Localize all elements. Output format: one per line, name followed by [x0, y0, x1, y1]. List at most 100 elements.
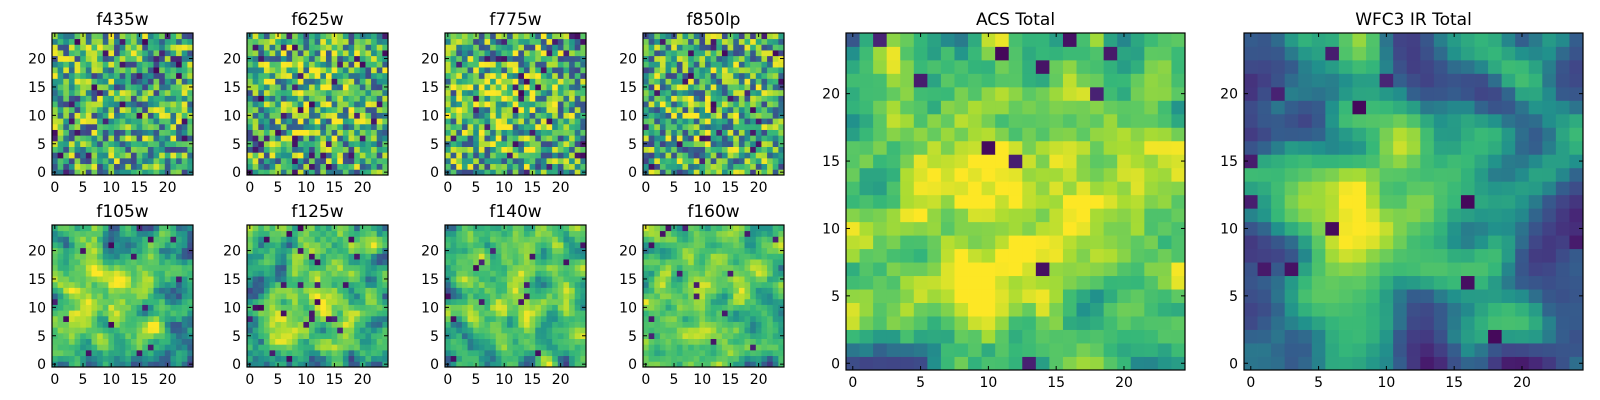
- heatmap-cell: [286, 225, 293, 232]
- heatmap-cell: [170, 304, 177, 311]
- heatmap-cell: [772, 84, 779, 91]
- heatmap-cell: [263, 89, 270, 96]
- heatmap-cell: [325, 84, 332, 91]
- heatmap-cell: [688, 293, 695, 300]
- heatmap-cell: [57, 338, 64, 345]
- heatmap-cell: [269, 355, 276, 362]
- heatmap-cell: [710, 349, 717, 357]
- heatmap-cell: [529, 259, 536, 266]
- heatmap-cell: [671, 89, 678, 96]
- heatmap-cell: [580, 242, 587, 249]
- heatmap-cell: [778, 67, 785, 74]
- heatmap-cell: [331, 349, 338, 357]
- heatmap-cell: [727, 101, 734, 108]
- heatmap-cell: [654, 321, 661, 328]
- heatmap-cell: [778, 101, 785, 108]
- heatmap-cell: [654, 33, 661, 40]
- heatmap-cell: [142, 89, 149, 96]
- heatmap-cell: [688, 38, 695, 45]
- heatmap-cell: [574, 264, 581, 271]
- heatmap-cell: [546, 146, 553, 153]
- heatmap-cell: [176, 146, 183, 153]
- heatmap-cell: [187, 287, 194, 294]
- heatmap-cell: [665, 304, 672, 311]
- heatmap-cell: [467, 50, 474, 57]
- x-tick-label: 0: [443, 180, 452, 196]
- heatmap-cell: [164, 61, 171, 68]
- heatmap-cell: [507, 298, 514, 305]
- heatmap-cell: [309, 247, 316, 254]
- heatmap-cell: [365, 123, 372, 130]
- heatmap-cell: [512, 361, 519, 368]
- heatmap-cell: [365, 112, 372, 119]
- heatmap-cell: [733, 101, 740, 108]
- heatmap-cell: [461, 84, 468, 91]
- heatmap-cell: [286, 61, 293, 68]
- heatmap-cell: [523, 33, 530, 40]
- heatmap-cell: [365, 38, 372, 45]
- heatmap-cell: [727, 163, 734, 170]
- heatmap-cell: [280, 146, 287, 153]
- heatmap-cell: [750, 163, 757, 170]
- heatmap-cell: [445, 270, 452, 277]
- heatmap-cell: [654, 327, 661, 334]
- heatmap-cell: [63, 310, 70, 317]
- heatmap-cell: [263, 95, 270, 102]
- heatmap-cell: [705, 33, 712, 40]
- heatmap-cell: [325, 33, 332, 40]
- heatmap-cell: [371, 106, 378, 113]
- heatmap-cell: [142, 78, 149, 85]
- heatmap-cell: [159, 315, 166, 322]
- heatmap-cell: [97, 225, 104, 232]
- heatmap-cell: [297, 332, 304, 339]
- heatmap-cell: [563, 38, 570, 45]
- heatmap-cell: [119, 287, 126, 294]
- heatmap-cell: [130, 276, 137, 283]
- heatmap-cell: [772, 118, 779, 125]
- heatmap-cell: [320, 253, 327, 260]
- heatmap-cell: [552, 112, 559, 119]
- heatmap-cell: [247, 310, 254, 317]
- heatmap-cell: [552, 361, 559, 368]
- heatmap-cell: [114, 304, 121, 311]
- heatmap-cell: [337, 67, 344, 74]
- heatmap-cell: [57, 33, 64, 40]
- heatmap-cell: [80, 281, 87, 288]
- heatmap-cell: [359, 349, 366, 357]
- heatmap-cell: [181, 38, 188, 45]
- heatmap-cell: [648, 61, 655, 68]
- heatmap-cell: [63, 332, 70, 339]
- heatmap-cell: [507, 327, 514, 334]
- heatmap-cell: [767, 332, 774, 339]
- heatmap-cell: [376, 61, 383, 68]
- heatmap-cell: [727, 298, 734, 305]
- heatmap-cell: [263, 281, 270, 288]
- heatmap-cell: [80, 123, 87, 130]
- heatmap-cell: [659, 355, 666, 362]
- heatmap-cell: [682, 169, 689, 176]
- heatmap-cell: [473, 253, 480, 260]
- heatmap-cell: [125, 55, 132, 62]
- heatmap-cell: [170, 225, 177, 232]
- heatmap-cell: [529, 338, 536, 345]
- heatmap-cell: [529, 44, 536, 51]
- heatmap-cell: [659, 298, 666, 305]
- heatmap-cell: [484, 338, 491, 345]
- heatmap-cell: [574, 361, 581, 368]
- heatmap-cell: [342, 140, 349, 147]
- heatmap-cell: [654, 332, 661, 339]
- heatmap-cell: [91, 338, 98, 345]
- heatmap-cell: [125, 270, 132, 277]
- heatmap-cell: [512, 242, 519, 249]
- heatmap-cell: [467, 106, 474, 113]
- heatmap-cell: [342, 163, 349, 170]
- heatmap-cell: [297, 321, 304, 328]
- heatmap-cell: [495, 95, 502, 102]
- heatmap-cell: [263, 33, 270, 40]
- heatmap-cell: [102, 344, 109, 351]
- heatmap-cell: [91, 169, 98, 176]
- heatmap-cell: [535, 344, 542, 351]
- heatmap-cell: [348, 338, 355, 345]
- heatmap-cell: [721, 112, 728, 119]
- heatmap-cell: [461, 344, 468, 351]
